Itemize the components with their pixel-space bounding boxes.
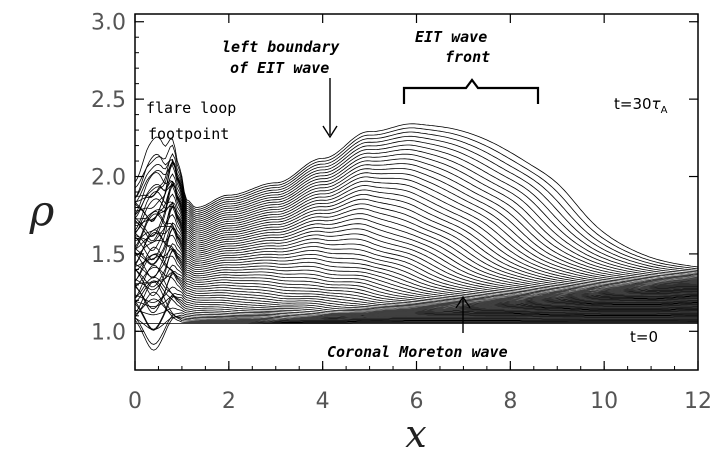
- eit-front-annotation-line1: EIT wave: [415, 28, 487, 46]
- y-tick-label: 3.0: [91, 11, 126, 36]
- density-profile-line: [134, 312, 698, 345]
- series-group: [134, 123, 699, 351]
- eit-front-annotation-line2: front: [445, 48, 490, 66]
- density-profile-line: [134, 292, 698, 330]
- y-tick-label: 1.0: [91, 320, 126, 345]
- density-profile-line: [134, 246, 698, 311]
- plot-area: [134, 13, 699, 371]
- density-profile-line: [134, 280, 698, 318]
- eit-front-brace: [402, 78, 540, 104]
- density-profile-line: [134, 190, 698, 292]
- density-profile-line: [134, 273, 698, 310]
- x-tick-label: 0: [128, 389, 142, 414]
- density-profile-line: [134, 158, 699, 279]
- density-profile-line: [134, 295, 698, 315]
- density-profile-line: [134, 286, 698, 313]
- density-profile-line: [134, 214, 698, 294]
- density-profile-line: [134, 202, 698, 291]
- density-profile-line: [134, 180, 699, 284]
- x-tick-label: 12: [684, 389, 712, 414]
- left-boundary-annotation-line2: of EIT wave: [230, 59, 329, 77]
- density-profile-line: [134, 307, 698, 319]
- density-profile-line: [134, 227, 698, 295]
- density-profile-line: [134, 248, 698, 303]
- left-boundary-annotation-line1: left boundary: [222, 38, 340, 56]
- x-tick-label: 4: [316, 389, 330, 414]
- x-tick-label: 2: [222, 389, 236, 414]
- density-profile-line: [134, 254, 698, 310]
- density-profile-line: [134, 127, 699, 270]
- density-profile-line: [134, 264, 698, 317]
- density-profile-line: [134, 316, 698, 330]
- x-ticks: 0 2 4 6 8 10 12: [128, 14, 712, 414]
- density-profile-line: [134, 227, 698, 296]
- annotations: flare loop footpoint left boundary of EI…: [146, 28, 668, 361]
- density-profile-line: [134, 176, 699, 283]
- y-tick-label: 1.5: [91, 243, 126, 268]
- density-profile-line: [134, 232, 698, 304]
- flare-annotation-line2: footpoint: [148, 125, 229, 143]
- density-profile-line: [134, 193, 698, 287]
- y-axis-label: ρ: [29, 186, 55, 235]
- density-profile-line: [134, 270, 698, 314]
- density-profile-line: [134, 168, 699, 281]
- density-profile-line: [134, 249, 698, 302]
- density-profile-line: [134, 222, 698, 295]
- density-profile-line: [134, 149, 699, 277]
- density-profile-line: [134, 281, 698, 323]
- density-profile-line: [134, 183, 699, 286]
- density-profile-line: [134, 172, 699, 282]
- y-ticks: 1.0 1.5 2.0 2.5 3.0: [91, 11, 698, 345]
- density-profile-line: [134, 264, 698, 307]
- y-tick-label: 2.5: [91, 88, 126, 113]
- end-time-prefix: t=30: [614, 95, 652, 113]
- moreton-annotation: Coronal Moreton wave: [327, 343, 508, 361]
- density-profile-line: [134, 298, 698, 322]
- density-profile-line: [134, 203, 698, 289]
- axes: 0 2 4 6 8 10 12 1.0 1.5 2.0 2.5 3.0 x ρ: [29, 11, 712, 456]
- density-profile-line: [134, 131, 699, 271]
- density-profile-line: [134, 225, 698, 297]
- density-profile-line: [134, 314, 698, 351]
- density-profile-line: [134, 140, 699, 274]
- end-time-tau: τ: [652, 95, 662, 113]
- density-profile-line: [134, 276, 698, 316]
- density-profile-line: [134, 198, 698, 288]
- density-profile-line: [134, 205, 698, 290]
- density-profile-line: [134, 171, 698, 285]
- end-time-label: t=30τA: [614, 95, 668, 116]
- density-profile-line: [134, 123, 699, 268]
- density-profile-line: [134, 271, 698, 309]
- density-profile-line: [134, 213, 698, 299]
- density-profile-line: [134, 250, 698, 302]
- density-profile-line: [134, 291, 698, 324]
- density-profile-line: [135, 144, 699, 276]
- density-profile-line: [134, 153, 699, 278]
- density-profile-line: [134, 210, 698, 298]
- start-time-label: t=0: [630, 328, 658, 346]
- x-tick-label: 6: [410, 389, 424, 414]
- x-tick-label: 10: [590, 389, 618, 414]
- density-profile-line: [134, 253, 698, 306]
- density-profile-line: [134, 229, 698, 305]
- density-profile-line: [134, 198, 698, 293]
- density-profile-line: [134, 163, 699, 280]
- density-profile-line: [134, 295, 698, 331]
- left-boundary-arrow: [322, 78, 338, 139]
- density-profile-line: [134, 266, 698, 312]
- y-tick-label: 2.0: [91, 166, 126, 191]
- x-tick-label: 8: [503, 389, 517, 414]
- flare-annotation-line1: flare loop: [146, 99, 236, 117]
- x-axis-label: x: [405, 412, 426, 456]
- density-profile-line: [134, 234, 698, 300]
- density-profile-line: [134, 243, 698, 301]
- end-time-subscript: A: [661, 105, 668, 116]
- density-profile-line: [134, 135, 699, 273]
- moreton-arrow: [455, 295, 471, 333]
